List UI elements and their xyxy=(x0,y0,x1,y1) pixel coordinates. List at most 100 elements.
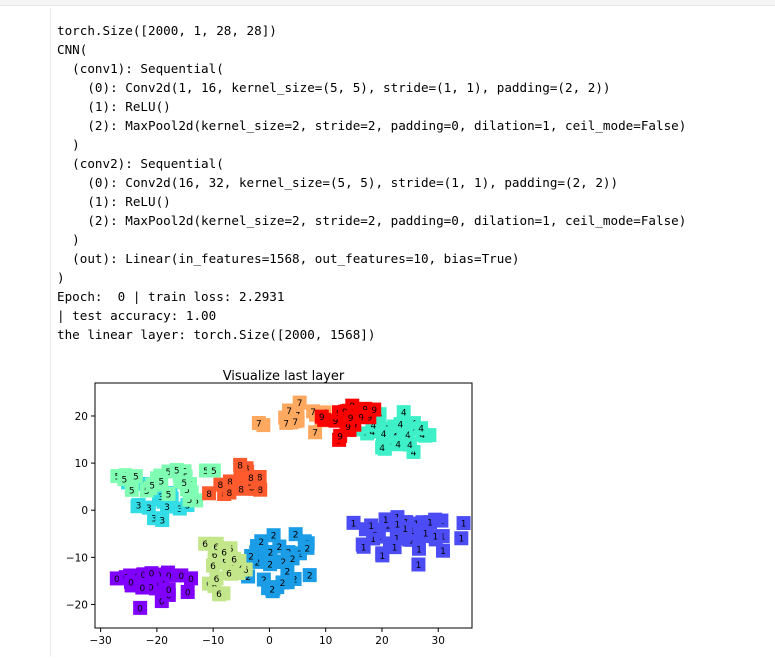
scatter-point-6 xyxy=(206,558,221,573)
scatter-point-4 xyxy=(396,405,411,420)
y-tick-label: 0 xyxy=(81,505,88,517)
scatter-point-6 xyxy=(198,536,213,551)
scatter-point-1 xyxy=(390,517,405,532)
scatter-point-label: 2 xyxy=(267,561,273,571)
output-line: CNN( xyxy=(57,42,88,57)
output-line: the linear layer: torch.Size([2000, 1568… xyxy=(57,327,376,342)
scatter-point-label: 1 xyxy=(416,561,422,571)
scatter-point-4 xyxy=(393,417,408,432)
scatter-point-label: 3 xyxy=(158,493,164,503)
scatter-point-0 xyxy=(135,580,150,595)
scatter-point-label: 2 xyxy=(258,538,264,548)
scatter-point-label: 7 xyxy=(283,419,289,429)
scatter-point-label: 2 xyxy=(307,572,313,582)
scatter-point-0 xyxy=(180,584,195,599)
scatter-point-7 xyxy=(282,403,297,418)
scatter-point-label: 8 xyxy=(237,461,243,471)
scatter-point-7 xyxy=(288,414,303,429)
scatter-point-label: 4 xyxy=(419,431,425,441)
scatter-point-label: 2 xyxy=(293,531,299,541)
scatter-point-1 xyxy=(346,515,361,530)
scatter-point-0 xyxy=(133,600,148,615)
scatter-point-label: 0 xyxy=(166,586,172,596)
scatter-point-label: 2 xyxy=(276,543,282,553)
scatter-point-label: 0 xyxy=(178,572,184,582)
scatter-point-label: 1 xyxy=(458,535,464,545)
scatter-point-label: 7 xyxy=(310,408,316,418)
scatter-point-label: 1 xyxy=(432,533,438,543)
scatter-point-label: 3 xyxy=(164,503,170,513)
x-tick-label: 30 xyxy=(432,635,445,647)
stdout-output: torch.Size([2000, 1, 28, 28]) CNN( (conv1… xyxy=(57,21,772,344)
scatter-point-1 xyxy=(423,515,438,530)
scatter-point-label: 4 xyxy=(411,448,417,458)
scatter-point-2 xyxy=(300,540,315,555)
scatter-point-1 xyxy=(364,518,379,533)
scatter-point-label: 8 xyxy=(257,473,263,483)
scatter-point-5 xyxy=(128,469,143,484)
scatter-point-label: 1 xyxy=(392,544,398,554)
scatter-point-label: 5 xyxy=(158,477,164,487)
scatter-point-8 xyxy=(234,481,249,496)
scatter-point-label: 4 xyxy=(370,421,376,431)
scatter-point-label: 2 xyxy=(290,555,296,565)
scatter-point-label: 1 xyxy=(351,519,357,529)
scatter-point-label: 0 xyxy=(139,584,145,594)
scatter-point-label: 6 xyxy=(212,551,218,561)
scatter-point-label: 4 xyxy=(401,409,407,419)
scatter-point-label: 5 xyxy=(166,468,172,478)
scatter-point-7 xyxy=(308,425,323,440)
scatter-point-label: 2 xyxy=(268,548,274,558)
scatter-point-0 xyxy=(123,574,138,589)
scatter-point-label: 2 xyxy=(285,567,291,577)
x-tick-label: 10 xyxy=(319,635,332,647)
scatter-point-1 xyxy=(411,557,426,572)
scatter-point-1 xyxy=(378,512,393,527)
scatter-point-label: 1 xyxy=(461,520,467,530)
scatter-point-1 xyxy=(456,516,471,531)
scatter-point-label: 6 xyxy=(231,555,237,565)
output-cell xyxy=(50,8,775,657)
scatter-point-label: 8 xyxy=(227,478,233,488)
scatter-point-label: 6 xyxy=(221,549,227,559)
scatter-point-0 xyxy=(144,566,159,581)
output-line: (conv1): Sequential( xyxy=(57,61,224,76)
scatter-point-label: 1 xyxy=(394,521,400,531)
scatter-point-8 xyxy=(213,477,228,492)
scatter-point-8 xyxy=(202,486,217,501)
scatter-point-label: 7 xyxy=(292,418,298,428)
x-tick-label: −10 xyxy=(202,635,224,647)
scatter-point-5 xyxy=(206,463,221,478)
scatter-point-label: 1 xyxy=(383,516,389,526)
scatter-point-label: 5 xyxy=(149,481,155,491)
scatter-point-0 xyxy=(174,568,189,583)
scatter-point-label: 9 xyxy=(348,414,354,424)
scatter-point-label: 4 xyxy=(381,430,387,440)
scatter-point-2 xyxy=(302,568,317,583)
scatter-point-label: 0 xyxy=(188,575,194,585)
scatter-point-label: 5 xyxy=(184,486,190,496)
scatter-plot: 0000000000000000000000000000001111111111… xyxy=(58,358,488,657)
output-line: (0): Conv2d(16, 32, kernel_size=(5, 5), … xyxy=(57,175,619,190)
scatter-point-label: 2 xyxy=(245,573,251,583)
scatter-point-label: 5 xyxy=(144,487,150,497)
scatter-point-label: 2 xyxy=(305,544,311,554)
x-tick-label: −20 xyxy=(146,635,168,647)
scatter-point-2 xyxy=(288,527,303,542)
plot-frame xyxy=(94,382,473,629)
scatter-point-5 xyxy=(154,473,169,488)
scatter-point-label: 9 xyxy=(333,417,339,427)
scatter-point-7 xyxy=(251,416,266,431)
scatter-point-label: 1 xyxy=(409,536,415,546)
scatter-point-label: 5 xyxy=(211,467,217,477)
scatter-point-label: 4 xyxy=(418,425,424,435)
output-line: | test accuracy: 1.00 xyxy=(57,308,217,323)
scatter-point-label: 8 xyxy=(248,474,254,484)
output-line: (2): MaxPool2d(kernel_size=2, stride=2, … xyxy=(57,118,687,133)
y-tick-label: −20 xyxy=(66,599,88,611)
output-line: (1): ReLU() xyxy=(57,99,171,114)
scatter-point-label: 2 xyxy=(280,558,286,568)
output-line: (out): Linear(in_features=1568, out_feat… xyxy=(57,251,520,266)
scatter-point-label: 4 xyxy=(398,421,404,431)
scatter-point-2 xyxy=(285,551,300,566)
